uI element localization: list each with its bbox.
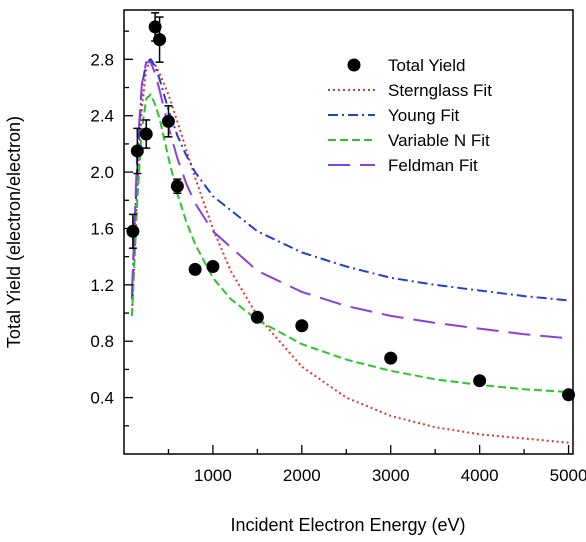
y-tick-label-0: 0.4: [90, 389, 114, 408]
plot-frame: [123, 9, 574, 455]
data-point-1: [130, 144, 144, 158]
y-tick-label-5: 2.4: [90, 107, 114, 126]
data-point-3: [148, 20, 162, 34]
legend-label-0: Sternglass Fit: [388, 81, 492, 100]
series-line-1: [131, 57, 569, 302]
y-tick-label-6: 2.8: [90, 50, 114, 69]
legend-label-total-yield: Total Yield: [388, 56, 466, 75]
data-point-10: [295, 319, 309, 333]
data-point-11: [384, 351, 398, 365]
x-tick-label-4000: 4000: [461, 466, 499, 485]
data-point-6: [170, 179, 184, 193]
data-point-13: [562, 388, 576, 402]
y-tick-label-3: 1.6: [90, 219, 114, 238]
y-tick-label-4: 2.0: [90, 163, 114, 182]
x-tick-label-1000: 1000: [194, 466, 232, 485]
data-point-4: [153, 33, 167, 47]
data-point-5: [161, 114, 175, 128]
curves-layer: [131, 57, 569, 444]
data-point-8: [206, 260, 220, 274]
data-point-12: [473, 374, 487, 388]
legend-marker-total-yield: [347, 58, 361, 72]
y-axis: 0.4 0.8 1.2 1.6 2.0 2.4 2.8: [90, 30, 133, 427]
legend-label-1: Young Fit: [388, 106, 459, 125]
data-point-7: [188, 262, 202, 276]
legend: Total Yield Sternglass Fit Young Fit Variab…: [328, 56, 492, 175]
series-line-0: [131, 57, 569, 444]
series-line-2: [131, 92, 569, 393]
series-line-3: [131, 61, 569, 340]
x-tick-label-2000: 2000: [283, 466, 321, 485]
x-tick-label-5000: 5000: [550, 466, 586, 485]
legend-label-2: Variable N Fit: [388, 131, 490, 150]
x-axis-title: Incident Electron Energy (eV): [230, 515, 465, 535]
y-axis-title: Total Yield (electron/electron): [4, 116, 24, 348]
legend-label-3: Feldman Fit: [388, 156, 478, 175]
y-tick-label-2: 1.2: [90, 276, 114, 295]
x-axis: 1000 2000 3000 4000 5000: [167, 445, 586, 485]
x-tick-label-3000: 3000: [372, 466, 410, 485]
data-point-2: [139, 127, 153, 141]
y-tick-label-1: 0.8: [90, 332, 114, 351]
data-point-9: [250, 310, 264, 324]
data-point-0: [126, 224, 140, 238]
points-layer: [126, 12, 576, 402]
